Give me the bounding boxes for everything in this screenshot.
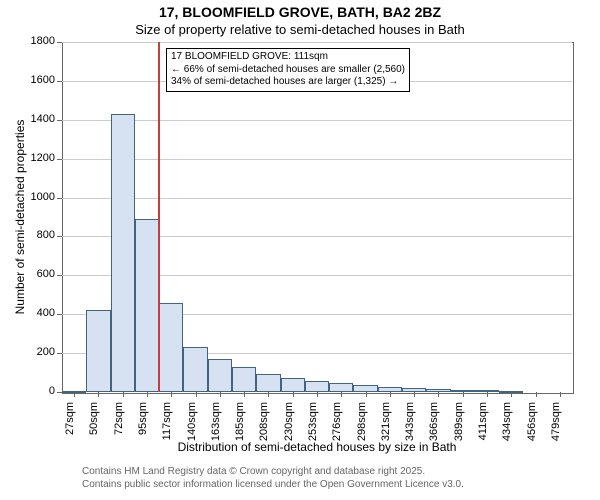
x-tick xyxy=(74,392,75,397)
annotation-line: ← 66% of semi-detached houses are smalle… xyxy=(171,64,405,77)
histogram-bar xyxy=(159,303,183,392)
x-tick-label: 434sqm xyxy=(501,402,513,458)
histogram-bar xyxy=(208,359,232,392)
x-tick-label: 72sqm xyxy=(113,402,125,458)
x-tick xyxy=(414,392,415,397)
histogram-bar xyxy=(135,219,159,392)
x-tick xyxy=(560,392,561,397)
x-tick xyxy=(366,392,367,397)
y-tick xyxy=(57,236,62,237)
chart-title-sub: Size of property relative to semi-detach… xyxy=(0,22,600,37)
y-tick xyxy=(57,275,62,276)
x-tick xyxy=(487,392,488,397)
footer-copyright-1: Contains HM Land Registry data © Crown c… xyxy=(82,466,425,477)
x-tick-label: 343sqm xyxy=(404,402,416,458)
x-tick-label: 366sqm xyxy=(428,402,440,458)
x-tick xyxy=(244,392,245,397)
grid-line xyxy=(62,159,572,160)
x-tick-label: 163sqm xyxy=(210,402,222,458)
x-tick-label: 230sqm xyxy=(283,402,295,458)
y-tick xyxy=(57,120,62,121)
grid-line xyxy=(62,120,572,121)
x-tick-label: 140sqm xyxy=(186,402,198,458)
y-tick xyxy=(57,198,62,199)
y-tick-label: 1800 xyxy=(17,35,55,47)
histogram-bar xyxy=(232,367,256,392)
y-tick-label: 0 xyxy=(17,385,55,397)
x-tick xyxy=(536,392,537,397)
y-tick xyxy=(57,314,62,315)
x-tick-label: 456sqm xyxy=(526,402,538,458)
x-tick-label: 276sqm xyxy=(331,402,343,458)
y-tick-label: 1600 xyxy=(17,74,55,86)
x-tick xyxy=(511,392,512,397)
annotation-box: 17 BLOOMFIELD GROVE: 111sqm← 66% of semi… xyxy=(166,48,410,92)
histogram-bar xyxy=(353,385,377,392)
grid-line xyxy=(62,198,572,199)
chart-title-main: 17, BLOOMFIELD GROVE, BATH, BA2 2BZ xyxy=(0,4,600,20)
y-tick-label: 200 xyxy=(17,346,55,358)
histogram-bar xyxy=(111,114,135,392)
histogram-bar xyxy=(183,347,207,392)
annotation-line: 17 BLOOMFIELD GROVE: 111sqm xyxy=(171,51,405,64)
histogram-bar xyxy=(281,378,305,392)
y-tick xyxy=(57,42,62,43)
x-tick xyxy=(293,392,294,397)
x-tick xyxy=(390,392,391,397)
y-tick-label: 1000 xyxy=(17,191,55,203)
x-tick xyxy=(98,392,99,397)
x-tick-label: 411sqm xyxy=(477,402,489,458)
x-tick-label: 95sqm xyxy=(137,402,149,458)
x-tick xyxy=(438,392,439,397)
y-tick xyxy=(57,159,62,160)
y-tick-label: 600 xyxy=(17,268,55,280)
annotation-line: 34% of semi-detached houses are larger (… xyxy=(171,76,405,89)
x-tick-label: 208sqm xyxy=(258,402,270,458)
footer-copyright-2: Contains public sector information licen… xyxy=(82,479,464,490)
histogram-bar xyxy=(305,381,329,392)
y-tick xyxy=(57,81,62,82)
x-tick-label: 298sqm xyxy=(356,402,368,458)
x-tick-label: 321sqm xyxy=(380,402,392,458)
x-tick xyxy=(220,392,221,397)
y-tick-label: 800 xyxy=(17,229,55,241)
histogram-bar xyxy=(86,310,110,392)
y-tick-label: 1400 xyxy=(17,113,55,125)
x-tick-label: 50sqm xyxy=(88,402,100,458)
x-tick xyxy=(317,392,318,397)
histogram-bar xyxy=(256,374,280,392)
y-tick xyxy=(57,353,62,354)
histogram-bar xyxy=(329,383,353,392)
x-tick-label: 479sqm xyxy=(550,402,562,458)
y-tick-label: 1200 xyxy=(17,152,55,164)
x-tick xyxy=(147,392,148,397)
x-tick xyxy=(123,392,124,397)
x-tick-label: 253sqm xyxy=(307,402,319,458)
x-tick xyxy=(268,392,269,397)
x-tick xyxy=(341,392,342,397)
x-tick-label: 185sqm xyxy=(234,402,246,458)
x-tick xyxy=(171,392,172,397)
x-tick-label: 389sqm xyxy=(453,402,465,458)
x-tick-label: 117sqm xyxy=(161,402,173,458)
x-tick xyxy=(463,392,464,397)
grid-line xyxy=(62,42,572,43)
y-tick-label: 400 xyxy=(17,307,55,319)
x-tick-label: 27sqm xyxy=(64,402,76,458)
x-tick xyxy=(196,392,197,397)
marker-line xyxy=(158,42,160,392)
chart-container: 17, BLOOMFIELD GROVE, BATH, BA2 2BZ Size… xyxy=(0,0,600,500)
